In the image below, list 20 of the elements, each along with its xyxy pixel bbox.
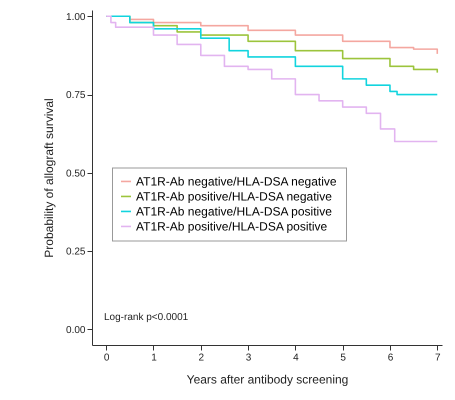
y-tick-label: 0.75 <box>66 90 86 102</box>
x-tick-label: 0 <box>104 352 110 364</box>
x-tick-label: 1 <box>151 352 158 364</box>
legend-label: AT1R-Ab positive/HLA-DSA positive <box>136 219 328 234</box>
x-tick-label: 5 <box>340 352 346 364</box>
x-tick-label: 4 <box>293 352 300 364</box>
x-axis-title: Years after antibody screening <box>186 372 348 386</box>
y-axis-title: Probability of allograft survival <box>42 98 56 258</box>
y-tick-label: 0.00 <box>66 324 86 336</box>
y-tick-label: 0.50 <box>66 168 86 180</box>
x-tick-label: 2 <box>198 352 205 364</box>
x-tick-label: 6 <box>388 352 394 364</box>
legend-label: AT1R-Ab negative/HLA-DSA positive <box>136 204 332 218</box>
legend-label: AT1R-Ab negative/HLA-DSA negative <box>136 174 337 188</box>
y-tick-label: 0.25 <box>66 246 86 258</box>
x-tick-label: 7 <box>434 352 441 364</box>
x-tick-label: 3 <box>246 352 252 364</box>
y-tick-label: 1.00 <box>66 12 86 23</box>
annotation: Log-rank p<0.0001 <box>104 312 189 323</box>
legend-label: AT1R-Ab positive/HLA-DSA negative <box>136 189 332 204</box>
